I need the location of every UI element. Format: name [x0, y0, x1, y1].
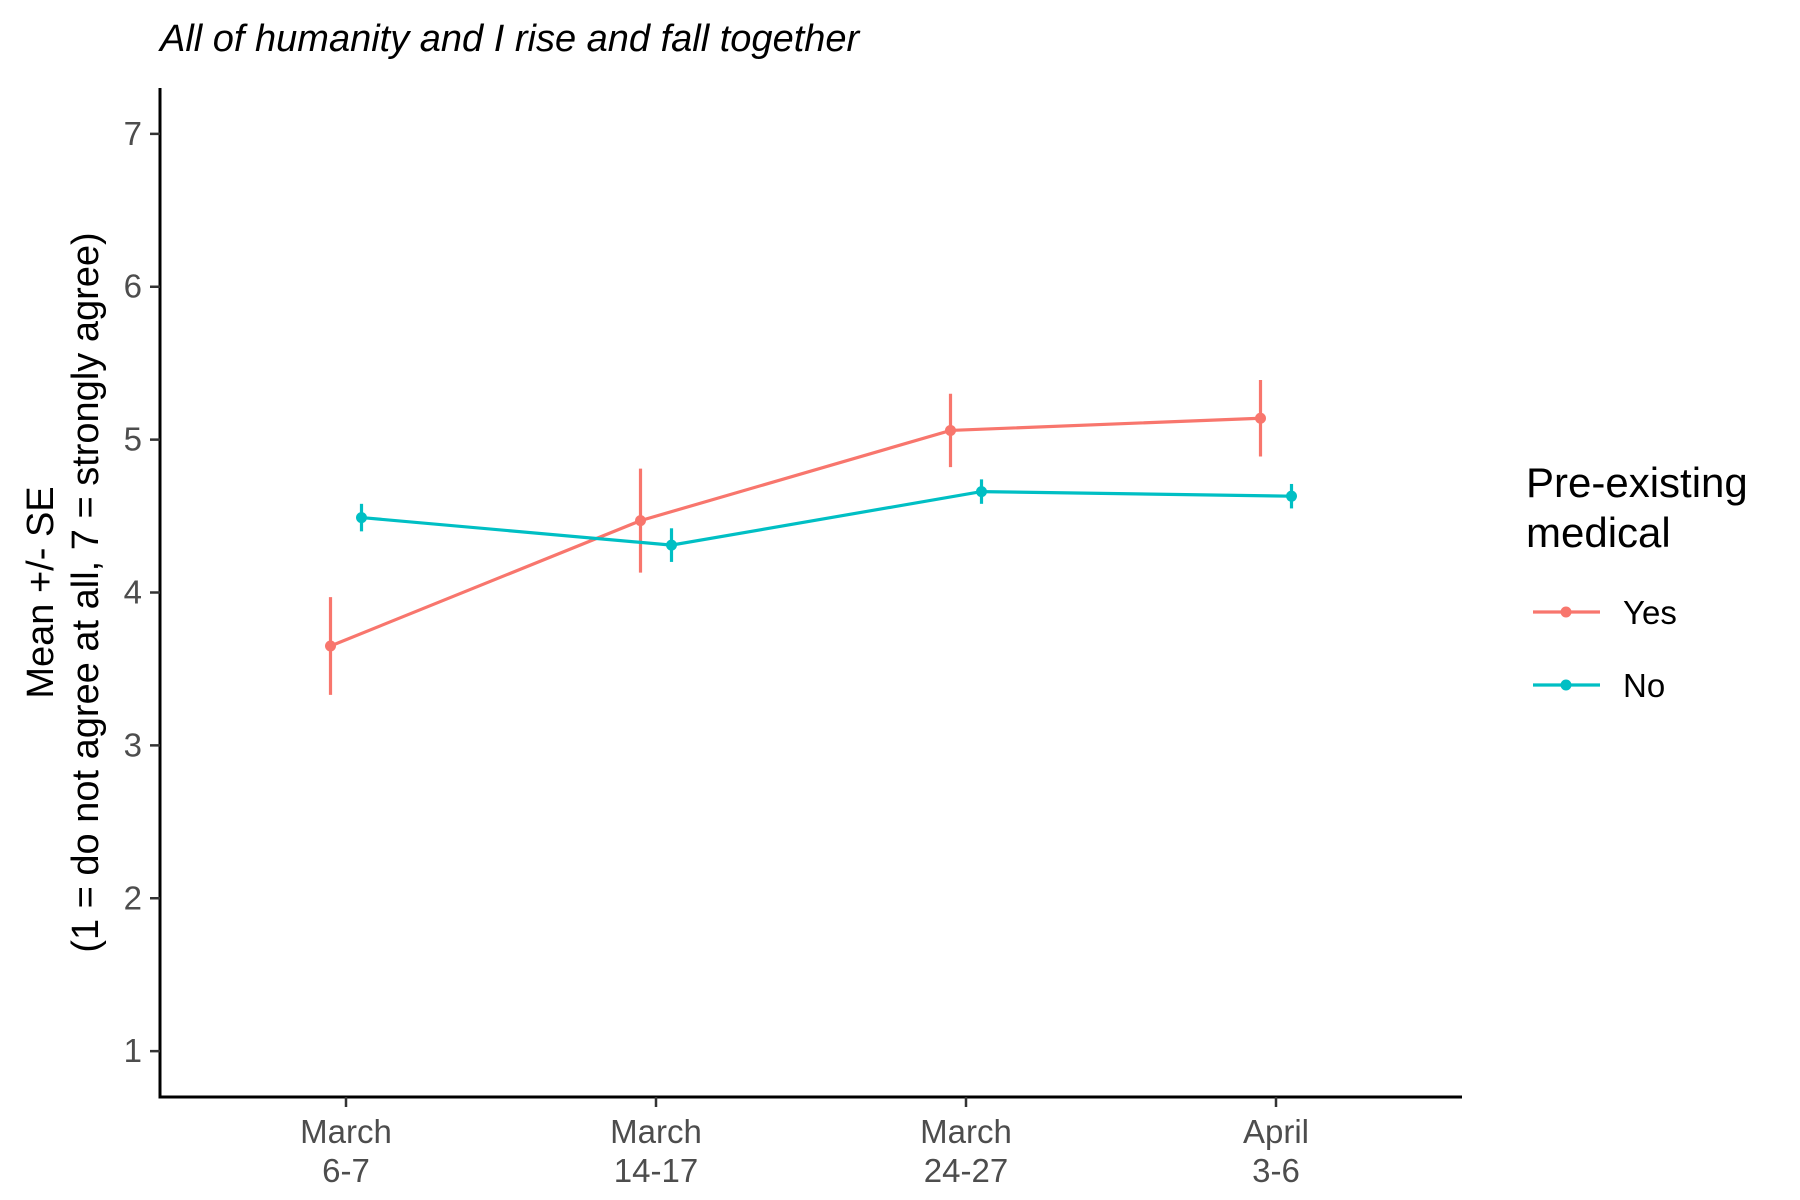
legend-title-2: medical	[1526, 509, 1671, 556]
data-point	[325, 640, 336, 652]
y-tick-label: 3	[124, 726, 142, 763]
series-yes	[325, 379, 1266, 695]
legend-title-line-1: Pre-existing	[1526, 459, 1748, 506]
y-tick-label: 2	[124, 879, 142, 916]
y-axis-title: Mean +/- SE	[20, 486, 62, 698]
y-tick-label: 1	[124, 1032, 142, 1069]
series-line	[361, 489, 1292, 547]
data-point	[1255, 412, 1266, 424]
x-tick-label: April 3-6	[1243, 1113, 1309, 1189]
legend-item-yes: Yes	[1533, 594, 1677, 631]
y-axis-title-line-1: Mean +/- SE	[20, 486, 62, 698]
y-tick-label: 5	[124, 421, 142, 458]
legend-items: Yes No	[1533, 594, 1677, 704]
legend-key-point	[1560, 679, 1572, 691]
legend-key-point	[1560, 606, 1572, 618]
legend-title: Pre-existing	[1526, 459, 1748, 506]
data-point	[945, 424, 956, 436]
y-ticks: 1 2 3 4 5 6 7	[124, 115, 160, 1069]
data-point	[356, 512, 367, 524]
data-point	[635, 515, 646, 527]
y-axis-title-2: (1 = do not agree at all, 7 = strongly a…	[65, 232, 107, 952]
series-no	[356, 479, 1297, 562]
axes	[158, 88, 1462, 1099]
legend-title-line-2: medical	[1526, 509, 1671, 556]
series-line	[329, 416, 1261, 648]
y-tick-label: 7	[124, 115, 142, 152]
data-point	[1286, 490, 1297, 502]
y-tick-label: 6	[124, 268, 142, 305]
legend: Pre-existing medical Yes No	[1526, 459, 1748, 704]
legend-item-no: No	[1533, 667, 1665, 704]
data-point	[666, 539, 677, 551]
data-point	[976, 486, 987, 498]
x-tick-label: March 14-17	[610, 1113, 702, 1189]
y-axis-title-line-2: (1 = do not agree at all, 7 = strongly a…	[65, 232, 107, 952]
x-tick-label: March 6-7	[300, 1113, 392, 1189]
x-tick-label: March 24-27	[920, 1113, 1012, 1189]
legend-label: Yes	[1623, 594, 1677, 631]
chart-title: All of humanity and I rise and fall toge…	[158, 18, 861, 60]
series-layer	[325, 379, 1297, 695]
x-ticks: March 6-7 March 14-17 March 24-27 April 3-6	[300, 1097, 1309, 1189]
y-tick-label: 4	[124, 574, 142, 611]
legend-label: No	[1623, 667, 1665, 704]
